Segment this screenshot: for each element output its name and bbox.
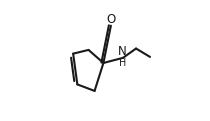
Text: H: H <box>119 58 126 68</box>
Text: N: N <box>118 45 127 58</box>
Text: O: O <box>106 13 116 26</box>
